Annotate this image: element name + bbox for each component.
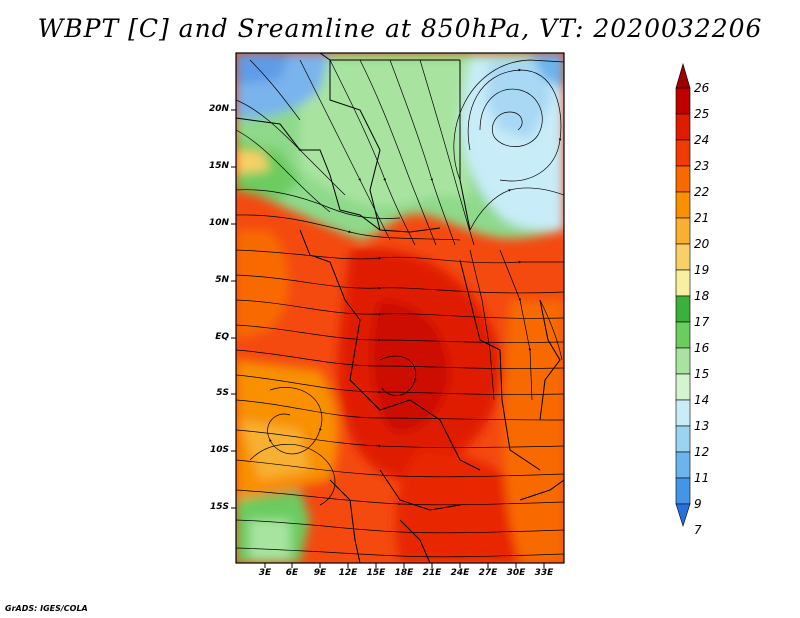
colorbar-segment	[675, 347, 691, 375]
country-borders	[236, 53, 564, 563]
colorbar-label: 13	[694, 419, 710, 433]
lat-label: 5S	[216, 388, 229, 398]
lat-label: 15N	[208, 161, 229, 171]
colorbar-segment	[675, 165, 691, 193]
colorbar-label: 19	[694, 263, 710, 277]
lon-label: 18E	[394, 568, 414, 578]
colorbar-segment	[675, 87, 691, 115]
colorbar-label: 26	[694, 81, 710, 95]
lon-label: 30E	[506, 568, 526, 578]
lon-label: 3E	[258, 568, 272, 578]
colorbar-label: 9	[694, 497, 702, 511]
colorbar-segment	[675, 269, 691, 297]
colorbar-label: 7	[694, 523, 702, 537]
colorbar-label: 21	[694, 211, 710, 225]
colorbar-segment	[675, 373, 691, 401]
colorbar-segment	[675, 295, 691, 323]
lon-label: 15E	[366, 568, 386, 578]
lat-label: 5N	[215, 275, 229, 285]
lat-label: 15S	[209, 502, 229, 512]
colorbar-label: 16	[694, 341, 710, 355]
lon-label: 24E	[450, 568, 470, 578]
lon-label: 9E	[313, 568, 327, 578]
lat-label: EQ	[215, 332, 229, 342]
lon-label: 6E	[285, 568, 299, 578]
colorbar-segment	[675, 243, 691, 271]
colorbar-segment	[675, 62, 691, 89]
colorbar-label: 17	[694, 315, 710, 329]
colorbar-segment	[675, 451, 691, 479]
colorbar-segment	[675, 139, 691, 167]
colorbar-segment	[675, 113, 691, 141]
colorbar-label: 12	[694, 445, 710, 459]
colorbar-segment	[675, 191, 691, 219]
colorbar-segment	[675, 399, 691, 427]
credit-text: GrADS: IGES/COLA	[5, 604, 88, 613]
colorbar-label: 22	[694, 185, 710, 199]
colorbar-segment	[675, 477, 691, 505]
colorbar-label: 23	[694, 159, 710, 173]
colorbar-label: 14	[694, 393, 710, 407]
colorbar-segment	[675, 425, 691, 453]
lon-label: 21E	[422, 568, 442, 578]
colorbar-label: 15	[694, 367, 710, 381]
lat-label: 10S	[209, 445, 229, 455]
map-frame	[235, 52, 565, 564]
lon-label: 12E	[338, 568, 358, 578]
lon-label: 33E	[534, 568, 554, 578]
streamlines	[236, 59, 564, 558]
axis-ticks	[231, 109, 545, 568]
lon-label: 27E	[478, 568, 498, 578]
colorbar-label: 20	[694, 237, 710, 251]
colorbar	[675, 62, 691, 527]
colorbar-segment	[675, 321, 691, 349]
colorbar-segment	[675, 217, 691, 245]
colorbar-label: 11	[694, 471, 710, 485]
colorbar-label: 25	[694, 107, 710, 121]
wbpt-field	[236, 53, 564, 563]
colorbar-label: 18	[694, 289, 710, 303]
lat-label: 20N	[208, 104, 229, 114]
colorbar-label: 24	[694, 133, 710, 147]
page-title: WBPT [C] and Sreamline at 850hPa, VT: 20…	[37, 14, 763, 43]
colorbar-segment	[675, 503, 691, 527]
lat-label: 10N	[208, 218, 229, 228]
